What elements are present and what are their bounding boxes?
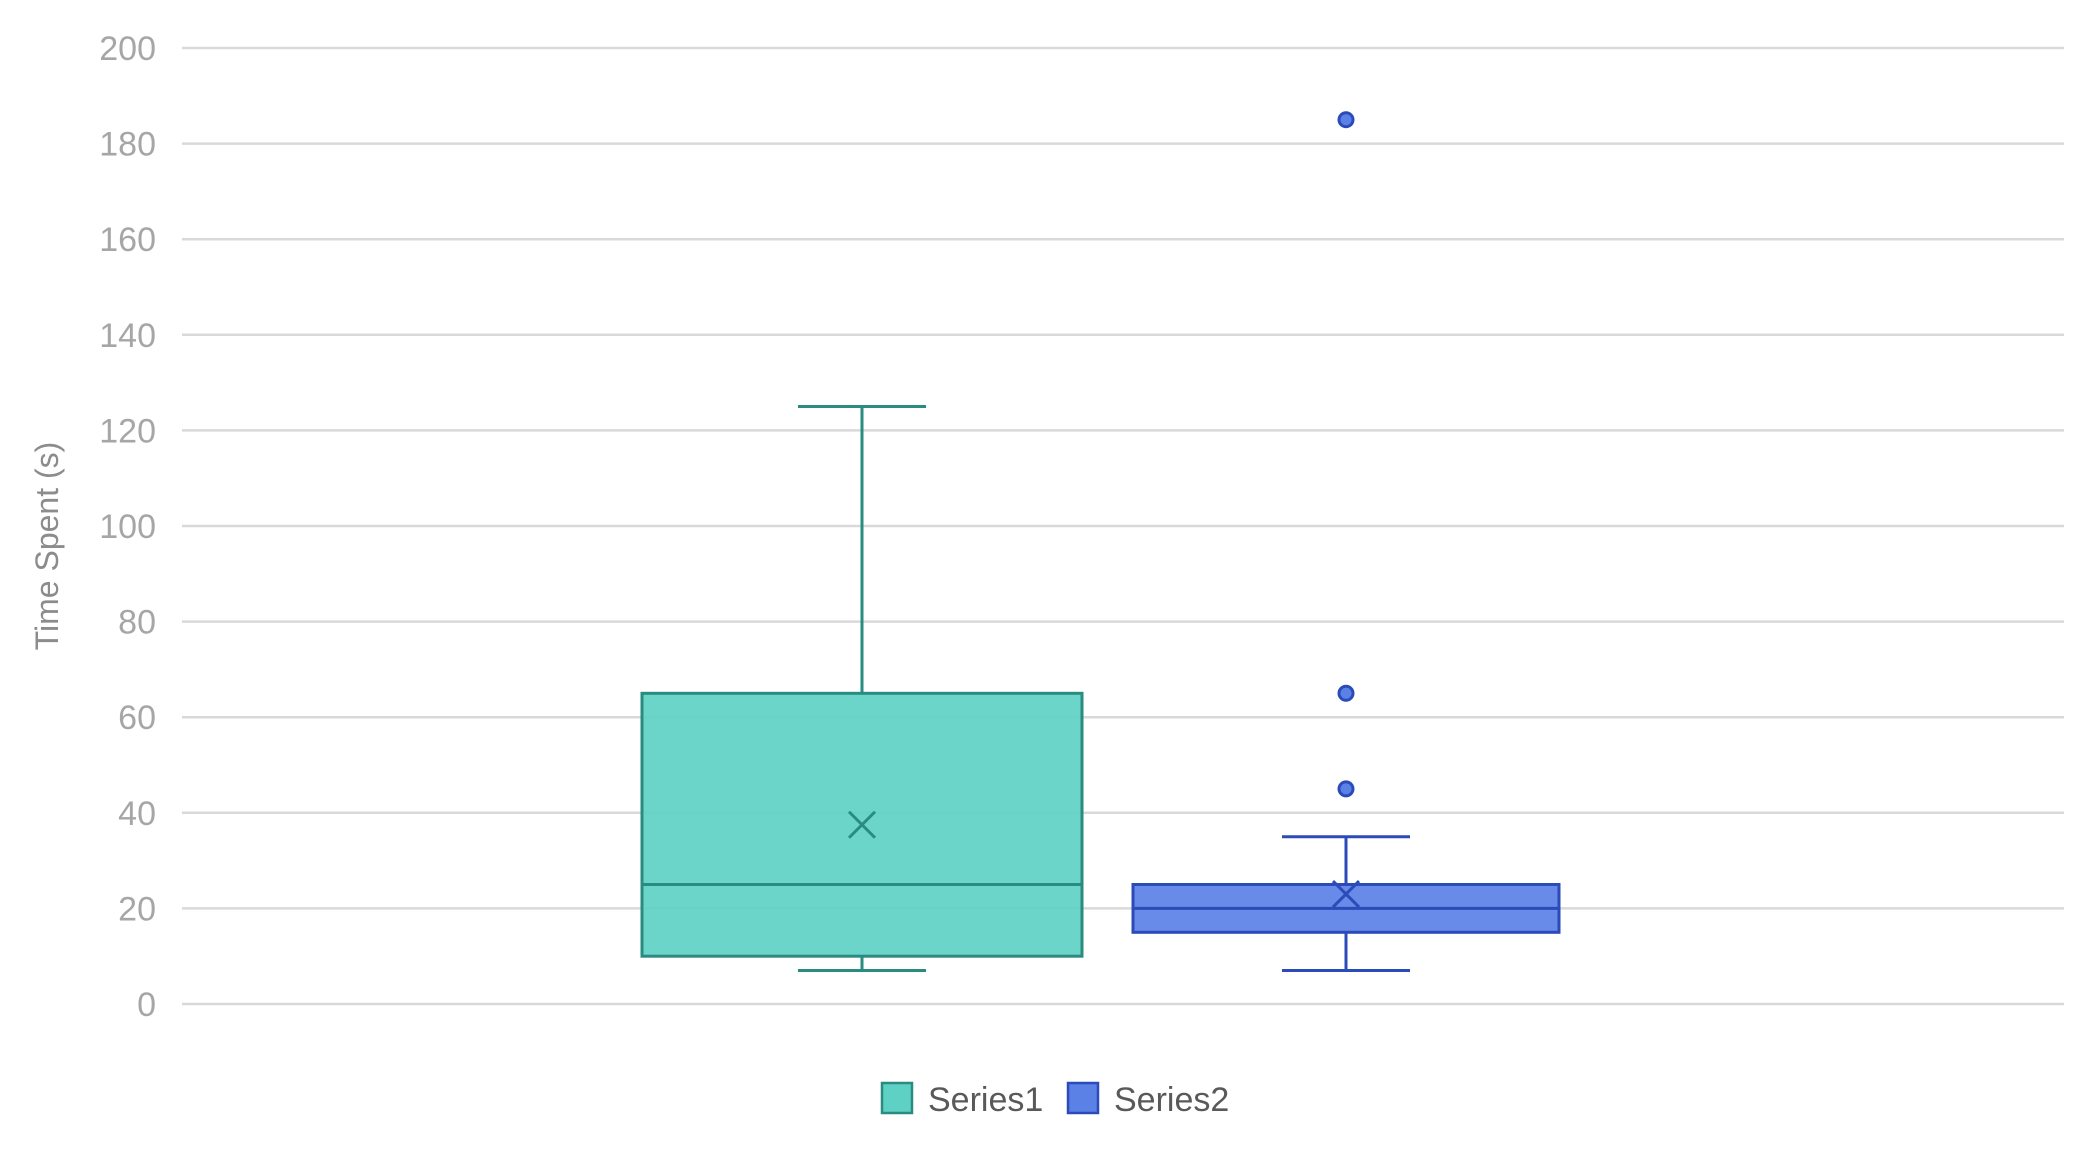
mean-marker-b bbox=[1331, 879, 1361, 909]
y-tick-label-60: 60 bbox=[118, 699, 156, 737]
y-tick-label-140: 140 bbox=[99, 317, 156, 355]
box-series1 bbox=[640, 405, 1084, 973]
y-tick-label-80: 80 bbox=[118, 604, 156, 642]
y-tick-label-160: 160 bbox=[99, 221, 156, 259]
y-tick-label-40: 40 bbox=[118, 795, 156, 833]
y-tick-label-200: 200 bbox=[99, 30, 156, 68]
mean-marker-b bbox=[847, 810, 877, 839]
box-series2 bbox=[1131, 111, 1561, 973]
y-tick-label-20: 20 bbox=[118, 890, 156, 928]
gridlines bbox=[182, 46, 2064, 1006]
y-axis-ticks: 0 20 40 60 80 100 120 140 160 180 200 bbox=[99, 30, 156, 1024]
legend-label-series2: Series2 bbox=[1114, 1081, 1229, 1119]
y-tick-label-0: 0 bbox=[137, 986, 156, 1024]
outlier-point-1 bbox=[1337, 684, 1355, 702]
y-tick-label-180: 180 bbox=[99, 126, 156, 164]
box-series bbox=[640, 111, 1561, 973]
outlier-point-2 bbox=[1337, 111, 1355, 129]
outlier-point-0 bbox=[1337, 780, 1355, 798]
y-tick-label-100: 100 bbox=[99, 508, 156, 546]
legend-label-series1: Series1 bbox=[928, 1081, 1043, 1119]
legend-swatch-series2 bbox=[1066, 1081, 1100, 1115]
y-axis-title: Time Spent (s) bbox=[29, 442, 65, 651]
y-tick-label-120: 120 bbox=[99, 412, 156, 450]
legend-swatch-series1 bbox=[880, 1081, 914, 1115]
legend: Series1 Series2 bbox=[880, 1081, 1229, 1119]
